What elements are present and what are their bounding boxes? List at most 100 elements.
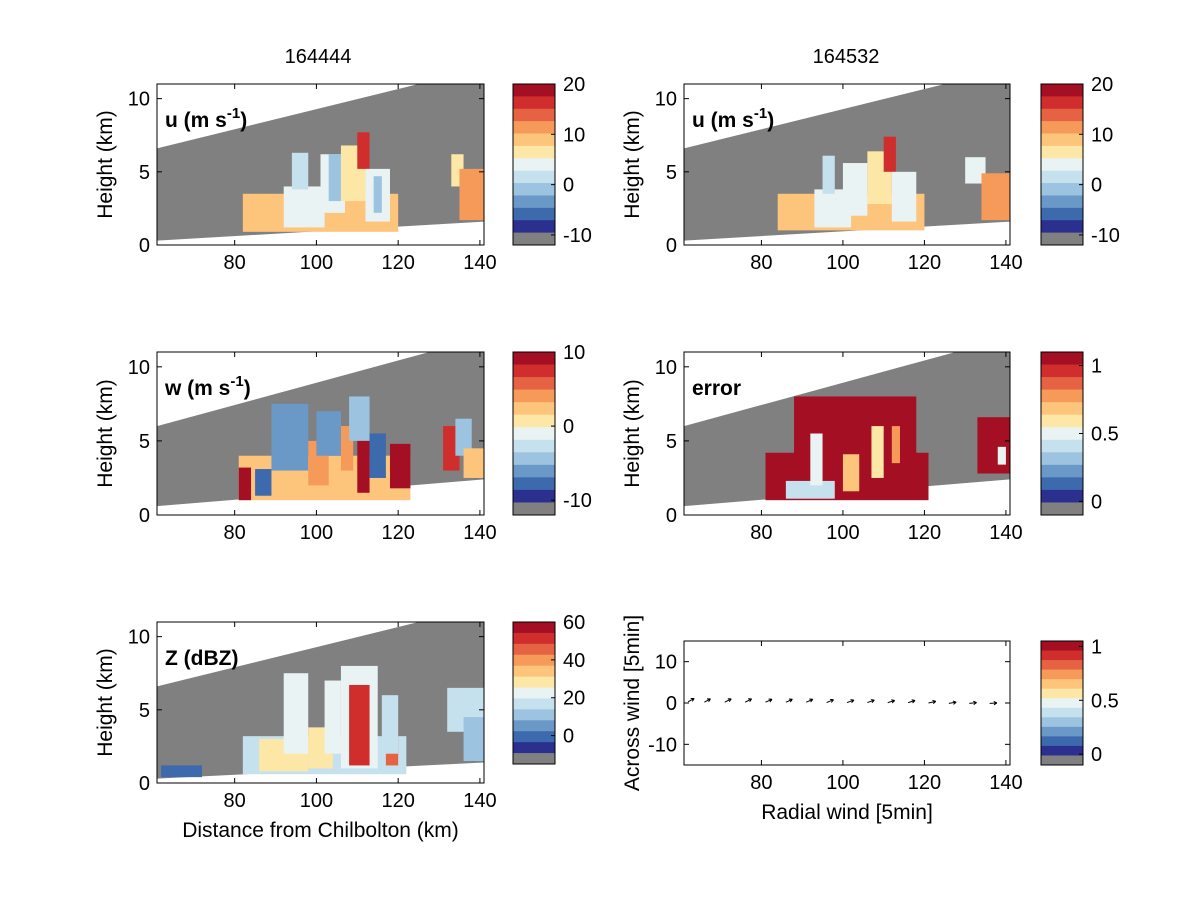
field-cell-8 — [981, 173, 1010, 221]
wind-vector-14 — [969, 700, 977, 706]
colorbar-tick-label-1: 40 — [563, 650, 585, 672]
field-cell-5 — [316, 411, 341, 456]
colorbar-band-12 — [513, 502, 555, 516]
colorbar-tick-label-1: 10 — [563, 124, 585, 146]
colorbar-band-0 — [1041, 641, 1083, 652]
axes-frame — [156, 351, 485, 516]
field-cell-13 — [463, 448, 484, 478]
colorbar-band-0 — [1041, 352, 1083, 366]
colorbar-band-12 — [1041, 502, 1083, 516]
y-axis-label: Height (km) — [621, 110, 644, 219]
colorbar-band-0 — [513, 622, 555, 634]
colorbar-tick-label-2: 0 — [1091, 744, 1102, 766]
y-tick-label-0: -10 — [648, 734, 677, 756]
colorbar-band-1 — [1041, 364, 1083, 378]
colorbar-band-4 — [513, 133, 555, 147]
x-tick-label-0: 80 — [750, 252, 772, 274]
colorbar-band-8 — [1041, 717, 1083, 728]
field-cell-2 — [283, 673, 309, 754]
axes-background — [684, 641, 1010, 765]
colorbar-band-4 — [1041, 402, 1083, 416]
colorbar-band-11 — [1041, 745, 1083, 756]
y-tick-label-0: 0 — [139, 773, 150, 795]
plot-area — [684, 352, 1010, 507]
colorbar-band-6 — [513, 427, 555, 441]
colorbar-tick-label-3: -10 — [563, 225, 592, 247]
colorbar-band-1 — [513, 364, 555, 378]
colorbar: 60 40 20 0 — [512, 612, 585, 765]
colorbar-band-4 — [1041, 133, 1083, 147]
x-tick-label-3: 140 — [989, 772, 1022, 794]
colorbar-band-6 — [1041, 427, 1083, 441]
colorbar: 10.50 — [1040, 351, 1119, 516]
field-cell-6 — [357, 132, 370, 169]
field-cell-4 — [328, 154, 341, 202]
wind-vector-12 — [928, 699, 937, 705]
wind-vector-8 — [846, 699, 855, 704]
colorbar-tick-label-0: 60 — [563, 612, 585, 634]
colorbar-band-11 — [1041, 489, 1083, 503]
colorbar-tick-label-2: 0 — [563, 175, 574, 197]
colorbar-band-6 — [1041, 158, 1083, 172]
x-tick-label-2: 120 — [381, 790, 414, 812]
field-cell-3 — [842, 163, 868, 216]
colorbar: 20 10 0 -10 — [512, 74, 592, 247]
colorbar-band-0 — [513, 84, 555, 97]
x-tick-label-3: 140 — [989, 252, 1022, 274]
x-tick-label-3: 140 — [463, 252, 496, 274]
wind-vector-15 — [989, 701, 998, 706]
plot-area — [157, 352, 484, 507]
y-tick-label-0: 0 — [666, 235, 677, 257]
y-tick-label-2: 10 — [128, 357, 150, 379]
colorbar-band-12 — [1041, 232, 1083, 246]
colorbar-band-4 — [513, 402, 555, 416]
x-tick-label-0: 80 — [224, 252, 246, 274]
wind-vector-3 — [744, 698, 753, 703]
colorbar-band-6 — [513, 687, 555, 699]
colorbar-band-9 — [513, 195, 555, 209]
y-tick-label-2: 10 — [655, 357, 677, 379]
colorbar-band-1 — [513, 96, 555, 110]
field-cell-8 — [997, 446, 1006, 465]
colorbar-band-3 — [513, 121, 555, 135]
beam-coverage — [684, 84, 1010, 241]
x-tick-label-0: 80 — [224, 522, 246, 544]
colorbar-tick-label-0: 20 — [1091, 74, 1113, 96]
colorbar-band-9 — [1041, 726, 1083, 737]
colorbar-band-9 — [1041, 464, 1083, 478]
axes-frame — [156, 83, 485, 246]
colorbar-band-2 — [1041, 108, 1083, 122]
panel-label: u (m s-1) — [165, 105, 247, 132]
colorbar-band-12 — [1041, 755, 1083, 766]
axes-frame — [683, 83, 1011, 246]
plot-area — [687, 697, 998, 706]
wind-vector-4 — [765, 698, 773, 703]
panel-label: Z (dBZ) — [165, 647, 238, 670]
y-tick-label-1: 0 — [666, 693, 677, 715]
colorbar-band-8 — [513, 709, 555, 721]
axes-frame — [683, 351, 1011, 516]
colorbar-band-2 — [513, 108, 555, 122]
colorbar-band-2 — [513, 643, 555, 656]
field-cell-7 — [977, 417, 1010, 474]
y-axis-label: Height (km) — [94, 379, 117, 488]
wind-vector-10 — [887, 699, 896, 704]
colorbar-band-3 — [513, 654, 555, 667]
field-cell-8 — [381, 695, 399, 754]
colorbar-band-7 — [513, 698, 555, 710]
wind-vector-6 — [806, 698, 814, 703]
colorbar-tick-label-2: -10 — [563, 490, 592, 512]
wind-vector-7 — [826, 698, 834, 704]
x-axis-label: Distance from Chilbolton (km) — [182, 819, 459, 842]
colorbar-band-8 — [1041, 183, 1083, 196]
wind-vector-1 — [704, 698, 711, 703]
colorbar-band-10 — [1041, 477, 1083, 491]
y-axis-label: Across wind [5min] — [621, 615, 644, 791]
y-axis-label: Height (km) — [621, 379, 644, 488]
field-cell-11 — [161, 765, 202, 778]
field-cell-10 — [459, 168, 484, 221]
field-cell-10 — [463, 717, 484, 762]
colorbar-frame — [512, 351, 556, 516]
y-tick-label-1: 5 — [139, 700, 150, 722]
